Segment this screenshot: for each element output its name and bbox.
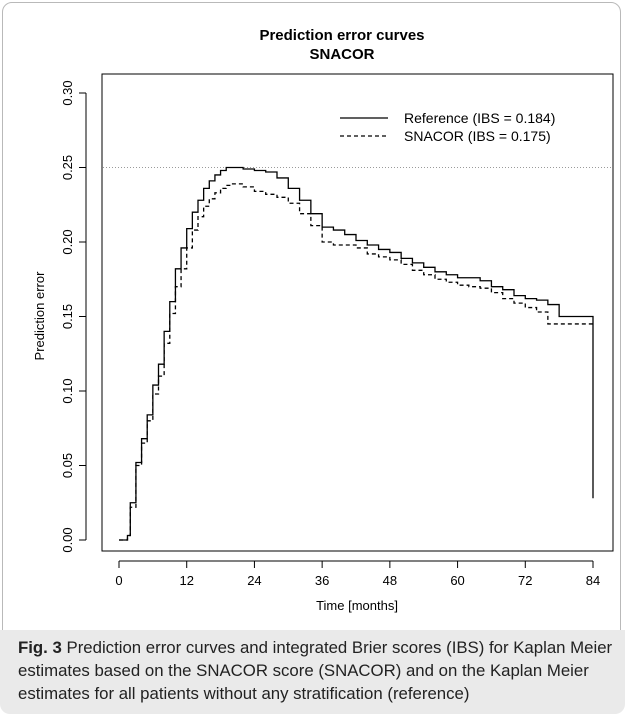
x-tick-label: 24 [247, 573, 261, 588]
y-tick-label: 0.10 [60, 378, 75, 403]
plot-box [101, 73, 614, 552]
caption-text: Prediction error curves and integrated B… [18, 638, 613, 703]
x-tick-label: 72 [518, 573, 532, 588]
y-axis: 0.00 0.05 0.10 0.15 0.20 0.25 0.30 [60, 80, 87, 553]
x-axis: 0 12 24 36 48 60 72 84 [115, 560, 600, 588]
series-line-reference [119, 166, 594, 541]
x-tick-label: 48 [383, 573, 397, 588]
x-tick-label: 12 [179, 573, 193, 588]
x-tick-label: 84 [586, 573, 600, 588]
y-tick-label: 0.15 [60, 304, 75, 329]
figure-caption: Fig. 3 Prediction error curves and integ… [0, 630, 625, 714]
y-tick-label: 0.25 [60, 155, 75, 180]
legend-label-reference: Reference (IBS = 0.184) [404, 110, 555, 126]
y-tick-label: 0.05 [60, 453, 75, 478]
x-axis-label: Time [months] [316, 598, 398, 613]
y-tick-label: 0.30 [60, 80, 75, 105]
x-tick-label: 0 [115, 573, 122, 588]
chart-subtitle: SNACOR [309, 46, 374, 63]
y-tick-label: 0.00 [60, 527, 75, 552]
legend-label-snacor: SNACOR (IBS = 0.175) [404, 128, 551, 144]
prediction-error-chart: Prediction error curves SNACOR 0 12 24 36 48… [32, 27, 614, 613]
caption-label: Fig. 3 [18, 638, 62, 657]
x-tick-label: 36 [315, 573, 329, 588]
chart-title: Prediction error curves [259, 27, 424, 44]
y-tick-label: 0.20 [60, 229, 75, 254]
x-tick-label: 60 [450, 573, 464, 588]
y-axis-label: Prediction error [32, 271, 47, 361]
series-line-snacor [119, 183, 594, 541]
legend: Reference (IBS = 0.184) SNACOR (IBS = 0.… [340, 110, 555, 144]
